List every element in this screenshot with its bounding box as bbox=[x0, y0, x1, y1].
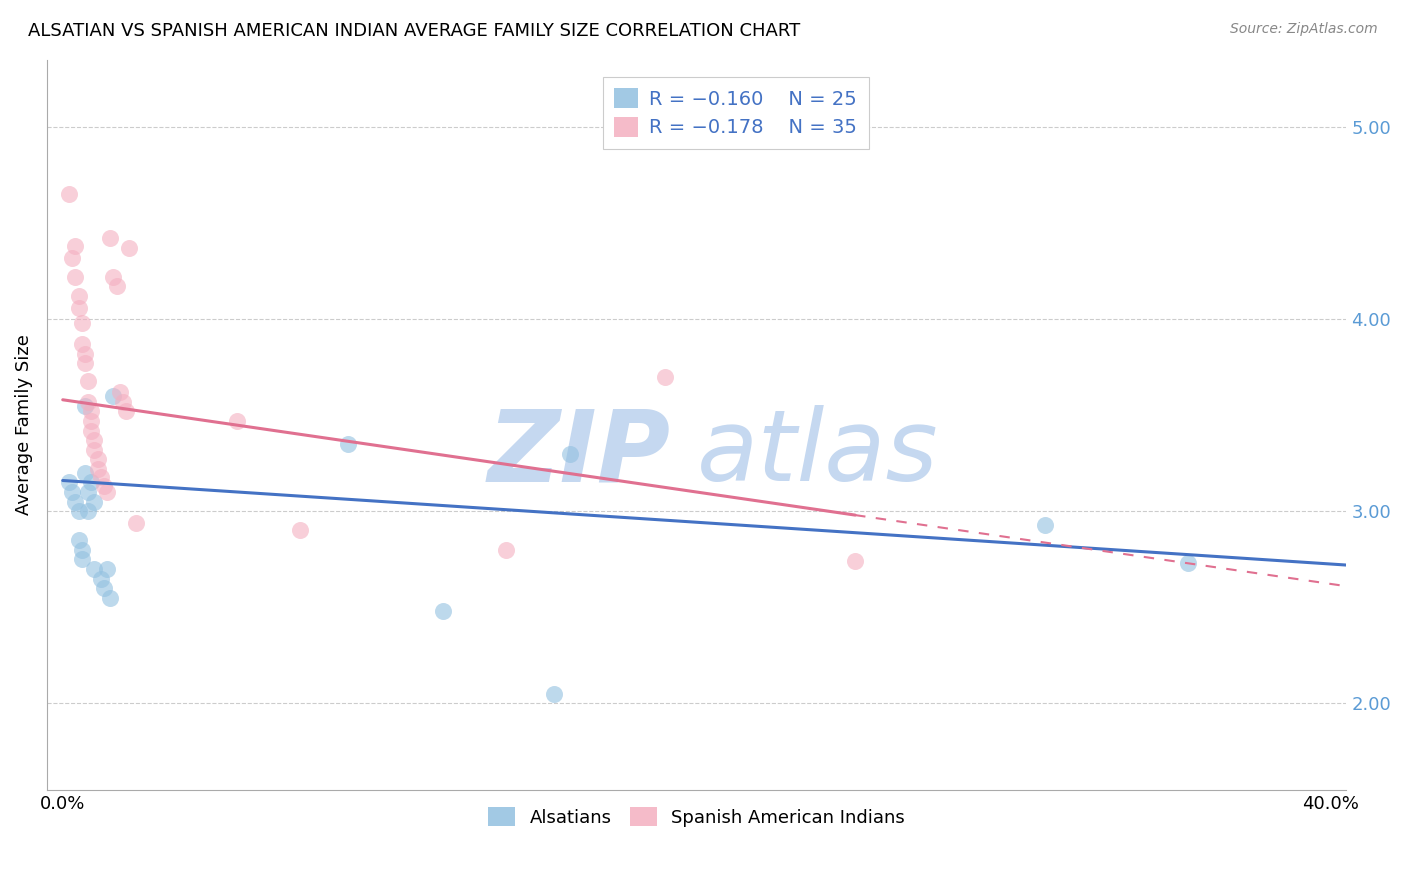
Point bbox=[86, 462, 108, 476]
Point bbox=[70, 552, 93, 566]
Point bbox=[337, 437, 360, 451]
Point bbox=[108, 385, 131, 400]
Point bbox=[105, 279, 128, 293]
Point bbox=[96, 485, 118, 500]
Point bbox=[67, 289, 90, 303]
Point bbox=[115, 404, 138, 418]
Point bbox=[96, 562, 118, 576]
Point bbox=[543, 687, 565, 701]
Text: atlas: atlas bbox=[696, 406, 938, 502]
Text: ZIP: ZIP bbox=[488, 406, 671, 502]
Point bbox=[67, 533, 90, 547]
Point bbox=[60, 251, 83, 265]
Point bbox=[90, 469, 112, 483]
Point bbox=[73, 466, 96, 480]
Point bbox=[432, 604, 454, 618]
Point bbox=[65, 494, 87, 508]
Text: ALSATIAN VS SPANISH AMERICAN INDIAN AVERAGE FAMILY SIZE CORRELATION CHART: ALSATIAN VS SPANISH AMERICAN INDIAN AVER… bbox=[28, 22, 800, 40]
Point bbox=[124, 516, 146, 530]
Y-axis label: Average Family Size: Average Family Size bbox=[15, 334, 32, 516]
Point bbox=[93, 479, 115, 493]
Legend: Alsatians, Spanish American Indians: Alsatians, Spanish American Indians bbox=[479, 798, 914, 836]
Point bbox=[80, 404, 103, 418]
Point bbox=[1177, 556, 1199, 570]
Point bbox=[93, 581, 115, 595]
Point bbox=[67, 504, 90, 518]
Point bbox=[70, 542, 93, 557]
Point bbox=[844, 554, 866, 568]
Point bbox=[98, 231, 121, 245]
Point bbox=[73, 356, 96, 370]
Point bbox=[226, 414, 249, 428]
Point bbox=[73, 346, 96, 360]
Text: Source: ZipAtlas.com: Source: ZipAtlas.com bbox=[1230, 22, 1378, 37]
Point bbox=[65, 269, 87, 284]
Point bbox=[67, 301, 90, 315]
Point bbox=[73, 399, 96, 413]
Point bbox=[77, 504, 100, 518]
Point bbox=[111, 394, 134, 409]
Point bbox=[83, 562, 105, 576]
Point bbox=[103, 269, 125, 284]
Point bbox=[654, 369, 676, 384]
Point bbox=[98, 591, 121, 605]
Point bbox=[77, 394, 100, 409]
Point bbox=[58, 475, 80, 490]
Point bbox=[70, 316, 93, 330]
Point bbox=[558, 447, 581, 461]
Point bbox=[495, 542, 517, 557]
Point bbox=[70, 337, 93, 351]
Point bbox=[65, 239, 87, 253]
Point bbox=[60, 485, 83, 500]
Point bbox=[58, 187, 80, 202]
Point bbox=[86, 452, 108, 467]
Point bbox=[77, 485, 100, 500]
Point bbox=[80, 475, 103, 490]
Point bbox=[118, 241, 141, 255]
Point bbox=[103, 389, 125, 403]
Point bbox=[77, 374, 100, 388]
Point bbox=[290, 524, 312, 538]
Point bbox=[80, 414, 103, 428]
Point bbox=[80, 424, 103, 438]
Point bbox=[83, 433, 105, 447]
Point bbox=[83, 442, 105, 457]
Point bbox=[1033, 517, 1056, 532]
Point bbox=[83, 494, 105, 508]
Point bbox=[90, 572, 112, 586]
